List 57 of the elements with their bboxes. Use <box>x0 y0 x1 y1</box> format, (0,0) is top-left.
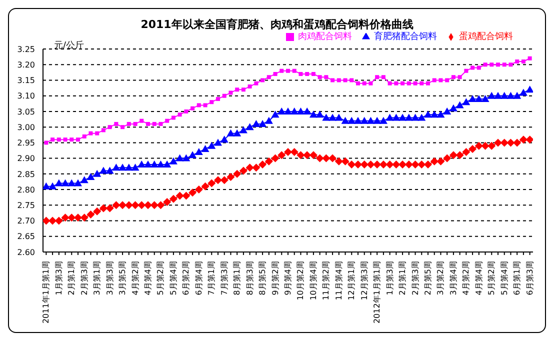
x-tick-label: 3月第2周 <box>436 261 446 296</box>
x-tick-label: 1月第3周 <box>385 261 394 296</box>
y-tick-label: 3.05 <box>17 107 35 116</box>
y-tick-label: 2.95 <box>17 138 35 148</box>
x-tick-label: 10月第2周 <box>296 261 306 300</box>
x-tick-label: 6月第1周 <box>512 261 522 296</box>
x-tick-label: 12月第3周 <box>360 261 369 300</box>
x-tick-label: 7月第3周 <box>220 261 229 296</box>
x-tick-label: 5月第4周 <box>168 261 178 296</box>
y-tick-label: 2.65 <box>17 232 35 242</box>
x-tick-label: 8月第1周 <box>232 261 242 296</box>
x-tick-label: 6月第3周 <box>525 261 534 296</box>
y-tick-label: 3.20 <box>17 60 35 70</box>
x-tick-label: 6月第4周 <box>194 261 204 296</box>
x-tick-label: 8月第3周 <box>245 261 254 296</box>
x-tick-label: 2月第1周 <box>67 261 76 296</box>
y-tick-label: 3.10 <box>17 92 35 101</box>
y-tick-label: 2.70 <box>17 216 35 226</box>
legend-label: 蛋鸡配合饲料 <box>459 32 513 42</box>
x-tick-label: 3月第3周 <box>105 261 114 296</box>
x-tick-label: 7月第1周 <box>207 261 216 296</box>
x-tick-label: 9月第4周 <box>284 261 292 296</box>
x-tick-label: 2012年1月第1周 <box>372 261 382 324</box>
x-tick-label: 4月第2周 <box>130 261 140 296</box>
x-tick-label: 10月第4周 <box>308 261 318 300</box>
x-tick-label: 11月第2周 <box>322 261 331 300</box>
x-tick-label: 5月第2周 <box>156 261 166 296</box>
legend-label: 育肥猪配合饲料 <box>374 32 437 42</box>
legend-label: 肉鸡配合饲料 <box>298 32 352 42</box>
x-tick-label: 12月第1周 <box>347 261 356 300</box>
y-tick-label: 2.60 <box>17 248 35 257</box>
y-tick-label: 3.15 <box>17 76 35 86</box>
x-tick-label: 2月第3周 <box>80 261 89 296</box>
chart-title: 2011年以来全国育肥猪、肉鸡和蛋鸡配合饲料价格曲线 <box>140 17 414 31</box>
y-tick-label: 3.25 <box>17 44 35 54</box>
x-tick-label: 4月第4周 <box>144 261 152 296</box>
x-tick-label: 4月第2周 <box>462 261 471 296</box>
x-tick-label: 5月第4周 <box>500 261 509 296</box>
y-tick-label: 2.75 <box>17 200 35 210</box>
x-tick-label: 3月第5周 <box>118 261 128 296</box>
x-tick-label: 4月第4周 <box>474 261 484 296</box>
x-tick-label: 5月第2周 <box>487 261 496 296</box>
x-tick-label: 2011年1月第1周 <box>42 261 51 324</box>
x-tick-label: 11月第4周 <box>334 261 344 300</box>
x-tick-label: 2月第5周 <box>424 261 432 296</box>
x-tick-label: 2月第1周 <box>398 261 408 296</box>
x-tick-label: 9月第2周 <box>270 261 280 296</box>
x-tick-label: 8月第5周 <box>258 261 268 296</box>
x-tick-label: 1月第3周 <box>54 261 64 296</box>
y-tick-label: 3.00 <box>17 122 35 132</box>
y-tick-label: 2.80 <box>17 185 35 194</box>
y-tick-label: 2.85 <box>17 170 35 179</box>
y-tick-label: 2.90 <box>17 154 35 164</box>
x-tick-label: 3月第4周 <box>448 261 458 296</box>
x-tick-label: 6月第2周 <box>182 261 191 296</box>
x-tick-label: 3月第1周 <box>92 261 102 296</box>
x-tick-label: 2月第3周 <box>410 261 420 296</box>
